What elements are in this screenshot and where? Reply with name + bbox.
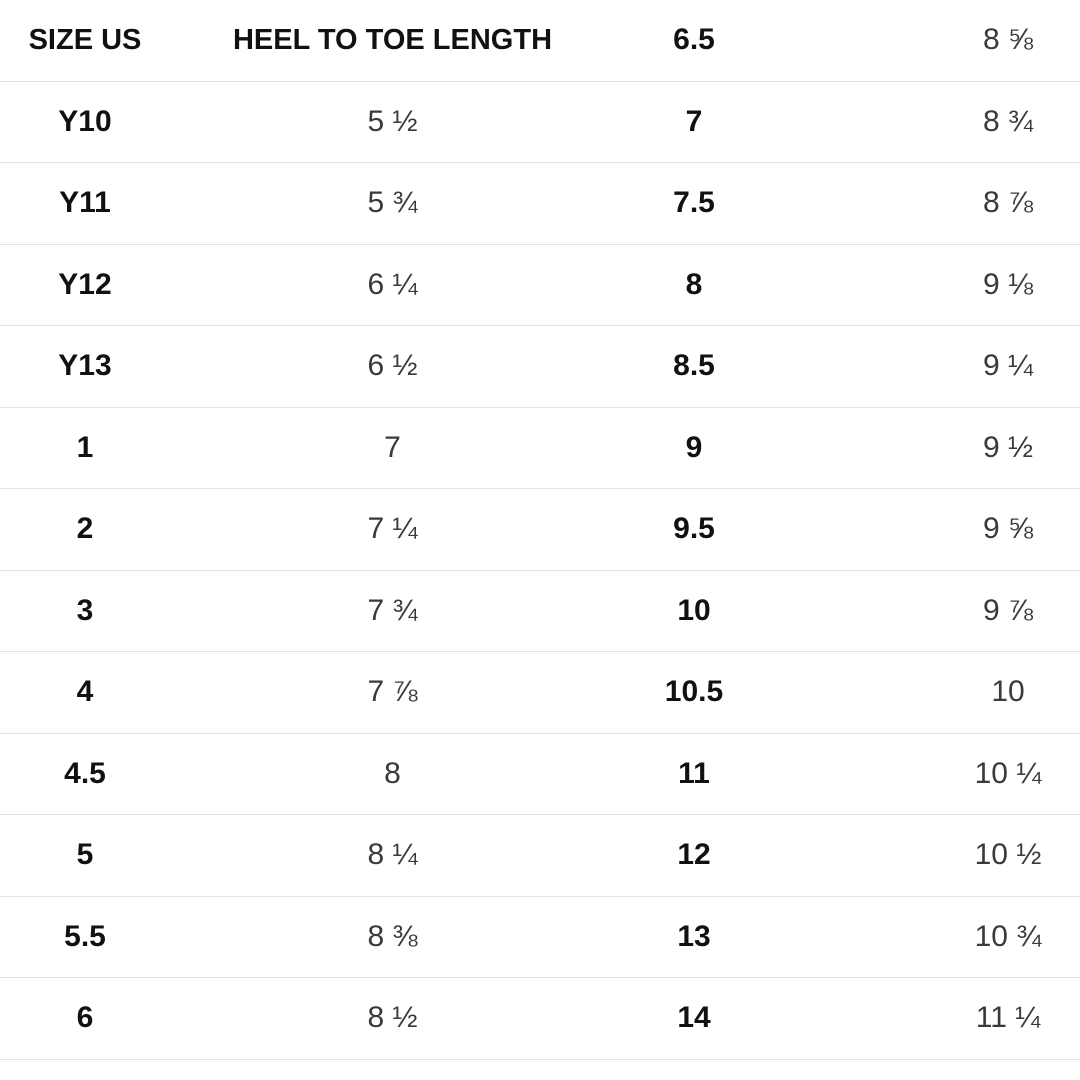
size-us-cell: 8.5 xyxy=(673,349,715,383)
heel-to-toe-length-cell: 8 ¼ xyxy=(367,838,418,872)
heel-to-toe-length-cell: 8 ⅝ xyxy=(982,23,1034,57)
size-us-cell: 1 xyxy=(76,430,94,464)
table-row: 10.5 10 xyxy=(620,652,1080,734)
heel-to-toe-length-cell: 5 ½ xyxy=(367,104,418,138)
heel-to-toe-length-cell: 5 ¾ xyxy=(367,186,418,220)
heel-to-toe-length-cell: 9 ⅞ xyxy=(982,593,1034,627)
size-us-cell: 3 xyxy=(76,593,94,627)
heel-to-toe-length-cell: 7 ⅞ xyxy=(367,675,418,709)
table-row: Y13 6 ½ xyxy=(0,326,620,408)
table-row: 13 10 ¾ xyxy=(620,897,1080,978)
size-us-cell: 4 xyxy=(76,675,94,709)
heel-to-toe-length-cell: 10 ¾ xyxy=(974,919,1042,953)
heel-to-toe-length-cell: 8 ½ xyxy=(367,1001,418,1035)
size-us-cell: 11 xyxy=(678,756,710,790)
heel-to-toe-length-cell: 9 ⅛ xyxy=(982,267,1034,301)
size-us-cell: 2 xyxy=(76,512,94,546)
table-row: Y10 5 ½ xyxy=(0,82,620,163)
heel-to-toe-length-cell: 9 ½ xyxy=(982,430,1034,464)
size-us-cell: Y13 xyxy=(58,349,112,383)
table-row: 8.5 9 ¼ xyxy=(620,326,1080,408)
table-row: 6.5 8 ⅝ xyxy=(620,0,1080,82)
table-row: 12 10 ½ xyxy=(620,815,1080,897)
size-us-cell: 6.5 xyxy=(673,23,715,57)
heel-to-toe-length-cell: 8 ⅞ xyxy=(982,186,1034,220)
table-row: 11 10 ¼ xyxy=(620,734,1080,815)
size-us-cell: 10.5 xyxy=(664,675,724,709)
table-row: 9 9 ½ xyxy=(620,408,1080,489)
table-row: 3 7 ¾ xyxy=(0,571,620,652)
heel-to-toe-length-cell: 7 ¼ xyxy=(367,512,418,546)
size-us-cell: 6 xyxy=(76,1001,94,1035)
table-header-row: SIZE US HEEL TO TOE LENGTH xyxy=(0,0,620,82)
heel-to-toe-length-cell: 10 ½ xyxy=(974,838,1042,872)
table-row: Y11 5 ¾ xyxy=(0,163,620,245)
table-row: 6 8 ½ xyxy=(0,978,620,1060)
size-us-cell: 14 xyxy=(677,1001,711,1035)
size-us-cell: 7 xyxy=(685,104,703,138)
table-row: 5 8 ¼ xyxy=(0,815,620,897)
size-us-cell: 7.5 xyxy=(673,186,715,220)
size-us-cell: Y10 xyxy=(58,104,112,138)
table-row: 2 7 ¼ xyxy=(0,489,620,571)
table-row: Y12 6 ¼ xyxy=(0,245,620,326)
heel-to-toe-length-cell: 7 xyxy=(384,430,401,464)
size-us-cell: 5 xyxy=(76,838,94,872)
heel-to-toe-length-cell: 10 xyxy=(991,675,1025,709)
table-row: 7 8 ¾ xyxy=(620,82,1080,163)
size-us-cell: 10 xyxy=(677,593,711,627)
size-us-cell: 9.5 xyxy=(673,512,715,546)
size-us-cell: 4.5 xyxy=(64,756,106,790)
header-heel-to-toe-length: HEEL TO TOE LENGTH xyxy=(232,23,553,56)
table-row: 4 7 ⅞ xyxy=(0,652,620,734)
heel-to-toe-length-cell: 6 ¼ xyxy=(367,267,418,301)
heel-to-toe-length-cell: 8 ⅜ xyxy=(367,919,418,953)
heel-to-toe-length-cell: 10 ¼ xyxy=(974,756,1042,790)
table-row: 4.5 8 xyxy=(0,734,620,815)
table-row: 14 11 ¼ xyxy=(620,978,1080,1060)
heel-to-toe-length-cell: 7 ¾ xyxy=(367,593,418,627)
size-us-cell: 5.5 xyxy=(64,919,106,953)
heel-to-toe-length-cell: 8 xyxy=(384,756,401,790)
size-us-cell: 13 xyxy=(677,919,711,953)
size-us-cell: Y11 xyxy=(59,186,111,220)
heel-to-toe-length-cell: 11 ¼ xyxy=(975,1001,1041,1035)
size-us-cell: 8 xyxy=(685,267,703,301)
table-row: 10 9 ⅞ xyxy=(620,571,1080,652)
heel-to-toe-length-cell: 9 ¼ xyxy=(982,349,1034,383)
table-row: 7.5 8 ⅞ xyxy=(620,163,1080,245)
table-row: 8 9 ⅛ xyxy=(620,245,1080,326)
heel-to-toe-length-cell: 8 ¾ xyxy=(982,104,1034,138)
heel-to-toe-length-cell: 9 ⅝ xyxy=(982,512,1034,546)
table-row: 9.5 9 ⅝ xyxy=(620,489,1080,571)
size-us-cell: Y12 xyxy=(58,267,112,301)
heel-to-toe-length-cell: 6 ½ xyxy=(367,349,418,383)
size-us-cell: 9 xyxy=(685,430,703,464)
header-size-us: SIZE US xyxy=(28,23,142,56)
table-row: 5.5 8 ⅜ xyxy=(0,897,620,978)
size-us-cell: 12 xyxy=(677,838,711,872)
